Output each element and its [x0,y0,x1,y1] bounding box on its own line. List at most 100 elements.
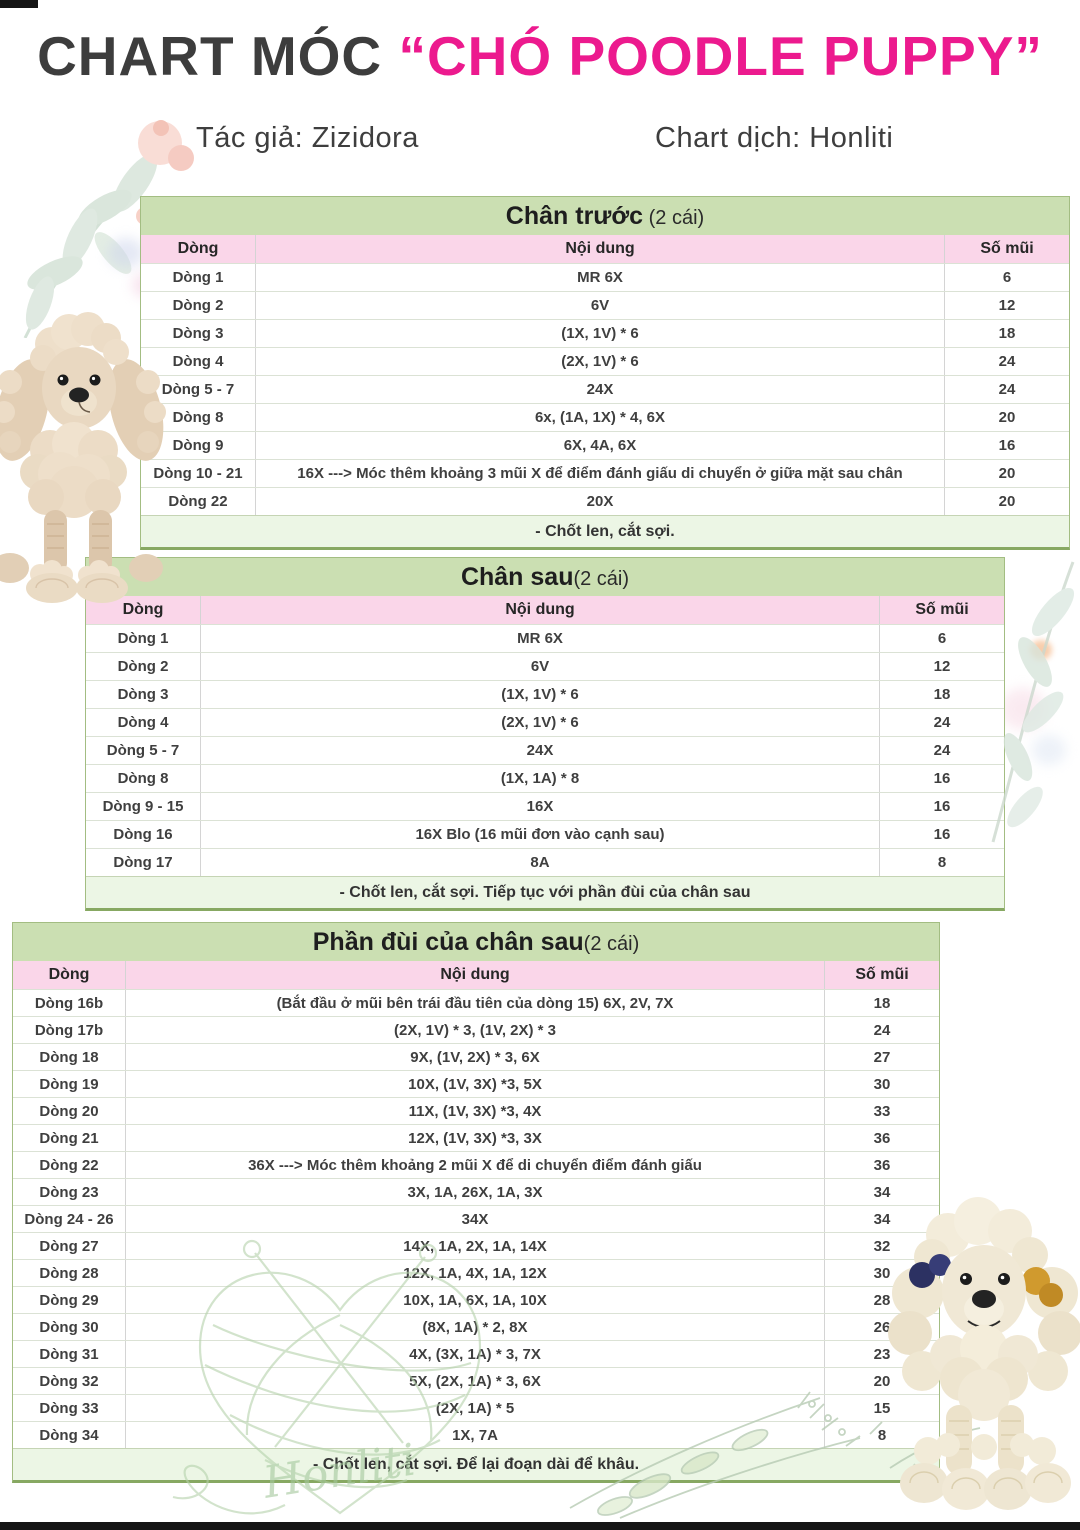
row-label-cell: Dòng 34 [39,1426,99,1444]
stitches-cell: 27 [824,1044,939,1070]
table-title-sub: (2 cái) [643,207,705,229]
stitches-cell: 23 [824,1341,939,1367]
row-label-cell: Dòng 2 [172,297,224,314]
table-title-sub: (2 cái) [583,933,640,955]
row-label-cell: Dòng 8 [117,770,169,787]
table-chan-sau: Chân sau(2 cái) Dòng Nội dung Số mũi Dòn… [85,557,1005,911]
table-row: Dòng 17b (2X, 1V) * 3, (1V, 2X) * 3 24 [13,1016,939,1043]
table-footer-note: - Chốt len, cắt sợi. Để lại đoạn dài để … [13,1448,939,1480]
table-title-text: Chân sau [460,563,574,591]
row-label-cell: Dòng 1 [172,269,224,286]
row-label-cell: Dòng 22 [168,493,228,510]
row-label-cell: Dòng 32 [39,1372,99,1390]
table-row: Dòng 2 6V 12 [141,291,1069,319]
table-body: Dòng 16b (Bắt đầu ở mũi bên trái đầu tiên… [13,989,939,1448]
table-title: Phần đùi của chân sau(2 cái) [13,923,939,961]
row-label-cell: Dòng 3 [172,325,224,342]
table-row: Dòng 31 4X, (3X, 1A) * 3, 7X 23 [13,1340,939,1367]
row-label-cell: Dòng 33 [39,1399,99,1417]
row-label-cell: Dòng 23 [39,1183,99,1201]
stitches-cell: 16 [879,821,1004,848]
stitches-cell: 16 [944,432,1069,459]
row-label-cell: Dòng 21 [39,1129,99,1147]
content-cell: (Bắt đầu ở mũi bên trái đầu tiên của dòn… [125,990,824,1016]
content-cell: 8A [200,849,879,876]
row-label-cell: Dòng 4 [117,714,169,731]
row-label-cell: Dòng 17b [34,1021,104,1039]
row-label-cell: Dòng 5 - 7 [161,381,235,398]
content-cell: (2X, 1A) * 5 [125,1395,824,1421]
table-row: Dòng 16 16X Blo (16 mũi đơn vào cạnh sau)… [86,820,1004,848]
stitches-cell: 15 [824,1395,939,1421]
table-row: Dòng 33 (2X, 1A) * 5 15 [13,1394,939,1421]
content-cell: 6X, 4A, 6X [255,432,944,459]
table-row: Dòng 30 (8X, 1A) * 2, 8X 26 [13,1313,939,1340]
col-header-noi-dung: Nội dung [200,596,879,624]
stitches-cell: 34 [824,1206,939,1232]
row-label-cell: Dòng 10 - 21 [153,465,243,482]
table-row: Dòng 3 (1X, 1V) * 6 18 [141,319,1069,347]
stitches-cell: 6 [944,264,1069,291]
row-label-cell: Dòng 24 - 26 [24,1210,114,1228]
page-title-pink: “CHÓ POODLE PUPPY” [398,25,1043,87]
stitches-cell: 12 [944,292,1069,319]
table-row: Dòng 2 6V 12 [86,652,1004,680]
author-line: Tác giả: Zizidora [196,122,419,154]
row-label-cell: Dòng 19 [39,1075,99,1093]
stitches-cell: 30 [824,1071,939,1097]
table-phan-dui-chan-sau: Phần đùi của chân sau(2 cái) Dòng Nội du… [12,922,940,1483]
table-header: Dòng Nội dung Số mũi [13,961,939,989]
content-cell: 24X [255,376,944,403]
stitches-cell: 20 [944,404,1069,431]
col-header-so-mui: Số mũi [944,235,1069,263]
content-cell: 34X [125,1206,824,1232]
content-cell: 10X, (1V, 3X) *3, 5X [125,1071,824,1097]
row-label-cell: Dòng 22 [39,1156,99,1174]
stitches-cell: 20 [824,1368,939,1394]
top-left-mark [0,0,38,8]
row-label-cell: Dòng 9 - 15 [102,798,184,815]
content-cell: 6V [200,653,879,680]
table-row: Dòng 8 (1X, 1A) * 8 16 [86,764,1004,792]
stitches-cell: 16 [879,793,1004,820]
table-row: Dòng 17 8A 8 [86,848,1004,876]
content-cell: 20X [255,488,944,515]
table-row: Dòng 16b (Bắt đầu ở mũi bên trái đầu tiên… [13,989,939,1016]
content-cell: MR 6X [255,264,944,291]
row-label-cell: Dòng 30 [39,1318,99,1336]
stitches-cell: 8 [824,1422,939,1448]
stitches-cell: 24 [824,1017,939,1043]
row-label-cell: Dòng 9 [172,437,224,454]
stitches-cell: 28 [824,1287,939,1313]
col-header-so-mui: Số mũi [879,596,1004,624]
content-cell: (8X, 1A) * 2, 8X [125,1314,824,1340]
stitches-cell: 24 [879,709,1004,736]
row-label-cell: Dòng 4 [172,353,224,370]
table-row: Dòng 21 12X, (1V, 3X) *3, 3X 36 [13,1124,939,1151]
stitches-cell: 16 [879,765,1004,792]
col-header-dong: Dòng [48,966,90,983]
content-cell: 10X, 1A, 6X, 1A, 10X [125,1287,824,1313]
stitches-cell: 30 [824,1260,939,1286]
table-header: Dòng Nội dung Số mũi [86,596,1004,624]
col-header-noi-dung: Nội dung [125,961,824,989]
row-label-cell: Dòng 20 [39,1102,99,1120]
content-cell: 12X, 1A, 4X, 1A, 12X [125,1260,824,1286]
table-row: Dòng 28 12X, 1A, 4X, 1A, 12X 30 [13,1259,939,1286]
table-row: Dòng 27 14X, 1A, 2X, 1A, 14X 32 [13,1232,939,1259]
row-label-cell: Dòng 29 [39,1291,99,1309]
row-label-cell: Dòng 5 - 7 [106,742,180,759]
content-cell: (1X, 1V) * 6 [200,681,879,708]
stitches-cell: 26 [824,1314,939,1340]
table-body: Dòng 1 MR 6X 6 Dòng 2 6V 12 Dòng 3 (1X, 1V) * 6… [86,624,1004,876]
table-row: Dòng 1 MR 6X 6 [141,263,1069,291]
stitches-cell: 36 [824,1152,939,1178]
watercolor-blob-purple [108,238,144,268]
col-header-noi-dung: Nội dung [255,235,944,263]
table-footer-note: - Chốt len, cắt sợi. [141,515,1069,547]
table-row: Dòng 9 6X, 4A, 6X 16 [141,431,1069,459]
page-title-dark: CHART MÓC [37,25,399,87]
translator-line: Chart dịch: Honliti [655,122,894,154]
table-row: Dòng 4 (2X, 1V) * 6 24 [141,347,1069,375]
content-cell: MR 6X [200,625,879,652]
